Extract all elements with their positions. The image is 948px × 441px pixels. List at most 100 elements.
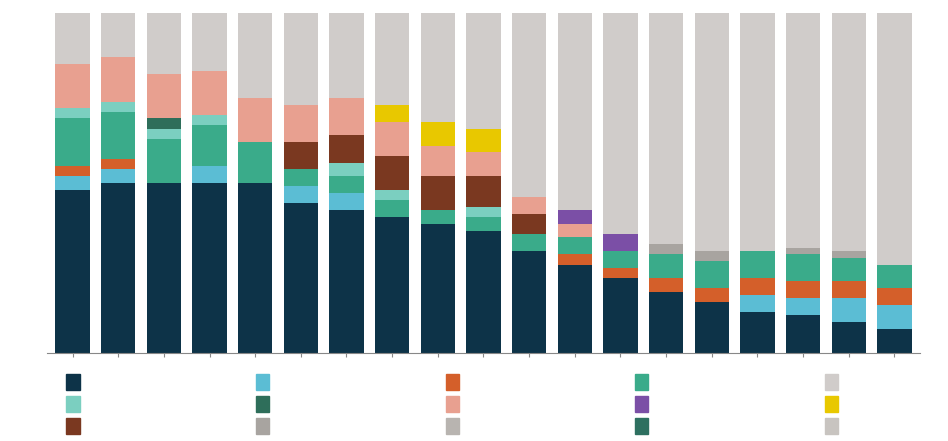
Bar — [557, 210, 592, 224]
Bar — [192, 115, 227, 125]
Bar — [603, 278, 638, 353]
Bar — [466, 231, 501, 353]
Bar — [695, 288, 729, 302]
Bar — [101, 169, 136, 183]
Bar — [557, 224, 592, 237]
Bar — [147, 13, 181, 75]
Bar — [557, 254, 592, 265]
Bar — [283, 203, 318, 353]
Bar — [375, 156, 410, 190]
Bar — [512, 197, 546, 213]
Bar — [649, 13, 684, 244]
Bar — [557, 265, 592, 353]
Bar — [786, 254, 820, 281]
Bar — [192, 71, 227, 115]
Bar — [466, 207, 501, 217]
Bar — [740, 13, 775, 251]
Bar — [649, 278, 684, 292]
Bar — [329, 176, 364, 193]
Bar — [101, 159, 136, 169]
Bar — [740, 295, 775, 312]
Bar — [375, 217, 410, 353]
Bar — [557, 13, 592, 210]
Bar — [649, 244, 684, 254]
Bar — [603, 234, 638, 251]
Bar — [101, 13, 136, 57]
Bar — [786, 13, 820, 247]
Bar — [786, 247, 820, 254]
Bar — [421, 210, 455, 224]
Bar — [238, 13, 272, 98]
Bar — [329, 13, 364, 98]
Bar — [283, 142, 318, 169]
Bar — [877, 13, 912, 265]
Bar — [238, 142, 272, 183]
Bar — [55, 108, 90, 119]
Bar — [603, 251, 638, 268]
Bar — [695, 302, 729, 353]
Bar — [877, 265, 912, 288]
Bar — [375, 105, 410, 122]
Bar — [512, 13, 546, 197]
Bar — [466, 217, 501, 231]
Bar — [147, 129, 181, 139]
Bar — [831, 322, 866, 353]
Bar — [831, 251, 866, 258]
Bar — [238, 98, 272, 142]
Bar — [101, 183, 136, 353]
Bar — [466, 153, 501, 176]
Bar — [421, 146, 455, 176]
Bar — [877, 329, 912, 353]
Bar — [329, 163, 364, 176]
Bar — [375, 190, 410, 200]
Bar — [649, 292, 684, 353]
Bar — [147, 119, 181, 129]
Bar — [192, 166, 227, 183]
Bar — [55, 64, 90, 108]
Bar — [786, 299, 820, 315]
Bar — [466, 13, 501, 129]
Bar — [375, 122, 410, 156]
Bar — [786, 281, 820, 299]
Bar — [329, 98, 364, 135]
Bar — [147, 183, 181, 353]
Bar — [101, 112, 136, 159]
Bar — [603, 13, 638, 234]
Bar — [101, 57, 136, 101]
Bar — [283, 169, 318, 187]
Bar — [375, 13, 410, 105]
Bar — [649, 254, 684, 278]
Bar — [831, 13, 866, 251]
Bar — [831, 299, 866, 322]
Bar — [55, 176, 90, 190]
Bar — [877, 305, 912, 329]
Bar — [695, 261, 729, 288]
Bar — [421, 122, 455, 146]
Bar — [375, 200, 410, 217]
Bar — [55, 190, 90, 353]
Bar — [877, 288, 912, 305]
Bar — [695, 13, 729, 251]
Bar — [329, 210, 364, 353]
Bar — [55, 13, 90, 64]
Bar — [192, 125, 227, 166]
Bar — [147, 75, 181, 119]
Bar — [466, 129, 501, 153]
Bar — [466, 176, 501, 207]
Bar — [55, 166, 90, 176]
Bar — [283, 105, 318, 142]
Bar — [786, 315, 820, 353]
Bar — [329, 135, 364, 163]
Bar — [421, 13, 455, 122]
Bar — [55, 119, 90, 166]
Bar — [283, 187, 318, 203]
Bar — [421, 176, 455, 210]
Bar — [192, 183, 227, 353]
Bar — [283, 13, 318, 105]
Bar — [695, 251, 729, 261]
Bar — [101, 101, 136, 112]
Bar — [740, 251, 775, 278]
Bar — [512, 234, 546, 251]
Bar — [603, 268, 638, 278]
Bar — [238, 183, 272, 353]
